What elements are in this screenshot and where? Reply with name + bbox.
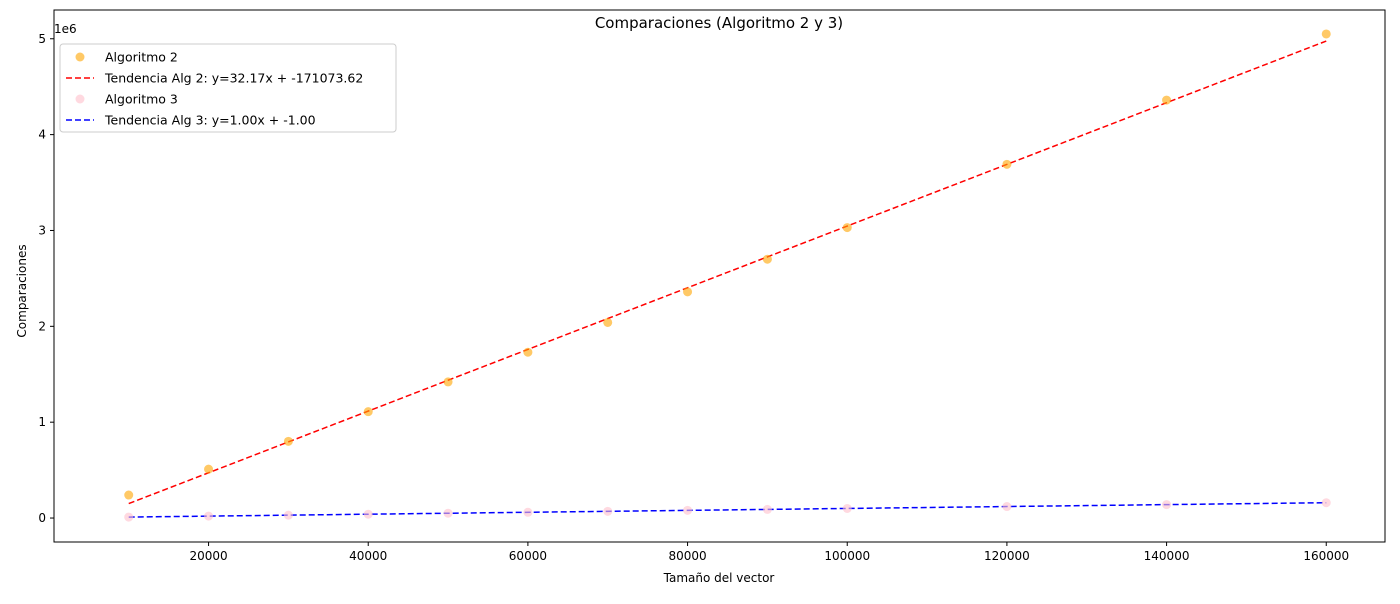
trend-line-3 <box>128 501 1327 518</box>
point-series-0 <box>124 490 134 500</box>
x-tick-label: 40000 <box>349 549 387 563</box>
point-series-0 <box>283 436 293 446</box>
y-tick-label: 5 <box>38 32 46 46</box>
y-tick-label: 3 <box>38 223 46 237</box>
point-series-0 <box>683 287 693 297</box>
point-series-0 <box>204 464 214 474</box>
chart-title: Comparaciones (Algoritmo 2 y 3) <box>595 14 843 32</box>
y-tick-label: 2 <box>38 319 46 333</box>
legend-label: Tendencia Alg 3: y=1.00x + -1.00 <box>104 113 316 128</box>
legend: Algoritmo 2 Tendencia Alg 2: y=32.17x + -… <box>59 43 397 133</box>
legend-marker <box>75 52 85 62</box>
point-series-0 <box>1321 29 1331 39</box>
x-tick-label: 140000 <box>1144 549 1190 563</box>
point-series-2 <box>124 512 134 522</box>
y-offset-label: 1e6 <box>54 22 77 36</box>
data-layer <box>124 29 1331 522</box>
point-series-2 <box>283 510 293 520</box>
legend-label: Tendencia Alg 2: y=32.17x + -171073.62 <box>104 71 363 86</box>
point-series-2 <box>603 506 613 516</box>
point-series-0 <box>603 317 613 327</box>
x-tick-label: 80000 <box>668 549 706 563</box>
point-series-2 <box>1321 498 1331 508</box>
point-series-0 <box>523 347 533 357</box>
point-series-2 <box>443 508 453 518</box>
x-tick-label: 100000 <box>824 549 870 563</box>
y-axis-label: Comparaciones <box>15 244 29 337</box>
point-series-0 <box>363 407 373 417</box>
y-tick-label: 4 <box>38 128 46 142</box>
point-series-2 <box>762 504 772 514</box>
point-series-2 <box>842 503 852 513</box>
legend-label: Algoritmo 3 <box>105 92 178 107</box>
x-tick-label: 160000 <box>1303 549 1349 563</box>
point-series-0 <box>842 223 852 233</box>
y-tick-label: 1 <box>38 415 46 429</box>
point-series-2 <box>683 505 693 515</box>
legend-box <box>59 43 397 133</box>
trend-line-1 <box>128 40 1327 505</box>
point-series-0 <box>443 377 453 387</box>
point-series-2 <box>204 511 214 521</box>
x-tick-label: 20000 <box>189 549 227 563</box>
ticks-layer: 20000 40000 60000 80000 100000 120000 140000 16… <box>38 32 1349 563</box>
point-series-0 <box>1002 159 1012 169</box>
legend-label: Algoritmo 2 <box>105 50 178 65</box>
point-series-2 <box>1162 500 1172 510</box>
point-series-2 <box>523 507 533 517</box>
x-axis-label: Tamaño del vector <box>663 571 775 585</box>
point-series-2 <box>363 509 373 519</box>
point-series-0 <box>762 254 772 264</box>
plot-frame <box>53 9 1386 543</box>
x-tick-label: 60000 <box>509 549 547 563</box>
y-tick-label: 0 <box>38 511 46 525</box>
x-tick-label: 120000 <box>984 549 1030 563</box>
point-series-0 <box>1162 95 1172 105</box>
legend-marker <box>75 94 85 104</box>
point-series-2 <box>1002 502 1012 512</box>
